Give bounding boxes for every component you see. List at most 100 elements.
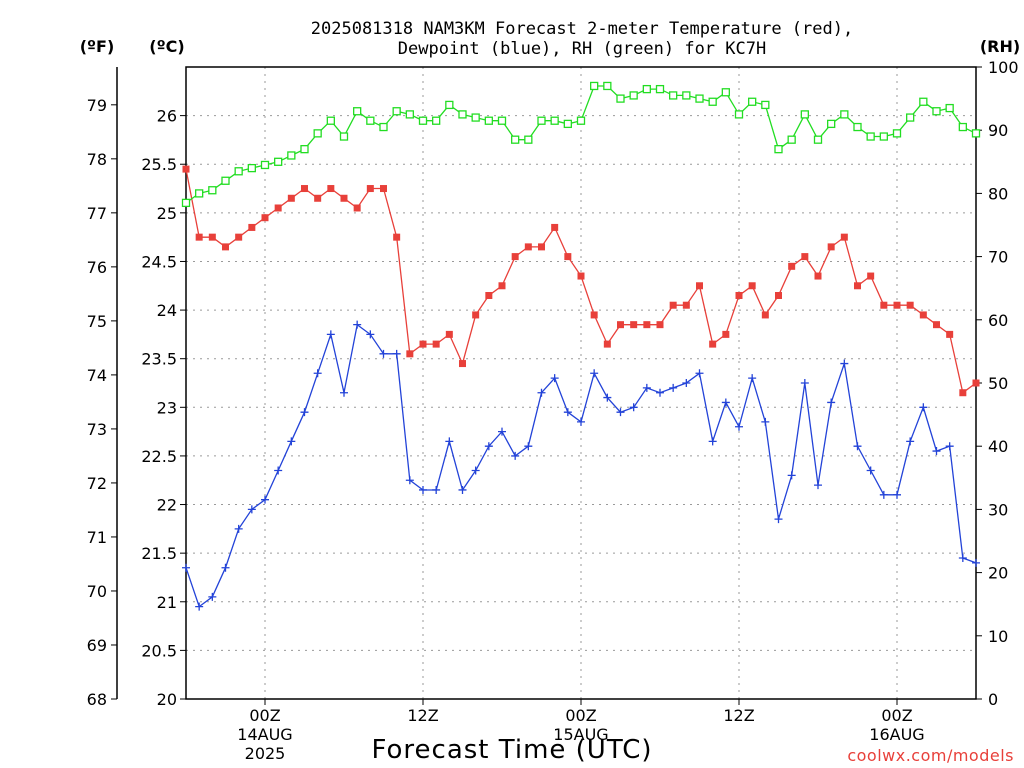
temperature-point xyxy=(893,301,901,309)
temperature-point xyxy=(840,233,848,241)
rh-point xyxy=(971,129,981,138)
temperature-point xyxy=(314,194,322,202)
rh-point xyxy=(418,116,428,125)
dewpoint-point xyxy=(603,393,612,402)
temperature-point xyxy=(551,223,559,231)
rh-point xyxy=(642,84,651,94)
celsius-tick-label: 23 xyxy=(157,398,177,417)
x-tick-date: 15AUG xyxy=(553,725,608,744)
rh-tick-label: 20 xyxy=(988,564,1008,583)
dewpoint-point xyxy=(616,408,625,417)
rh-point xyxy=(800,110,809,119)
rh-point xyxy=(906,113,915,122)
rh-point xyxy=(892,129,902,138)
temperature-point xyxy=(906,301,914,309)
dewpoint-point xyxy=(261,495,269,504)
dewpoint-point xyxy=(840,359,849,368)
dewpoint-point xyxy=(879,490,888,499)
rh-point xyxy=(379,122,388,132)
celsius-tick-label: 21 xyxy=(157,593,177,612)
rh-point xyxy=(695,94,704,103)
rh-point xyxy=(326,116,335,125)
rh-point xyxy=(563,119,572,129)
rh-point xyxy=(576,116,586,125)
fahrenheit-tick-label: 74 xyxy=(87,366,107,385)
temperature-point xyxy=(445,330,453,338)
fahrenheit-tick-label: 68 xyxy=(87,690,107,709)
rh-point xyxy=(813,135,823,144)
rh-unit-label: (RH) xyxy=(980,37,1020,56)
temperature-point xyxy=(380,185,387,193)
dewpoint-point xyxy=(313,369,322,378)
temperature-point xyxy=(933,321,940,329)
rh-tick-label: 30 xyxy=(988,500,1008,519)
dewpoint-point xyxy=(366,330,375,339)
rh-point xyxy=(181,198,191,208)
dewpoint-point xyxy=(814,481,822,490)
temperature-point xyxy=(327,185,335,193)
celsius-tick-label: 22.5 xyxy=(141,447,177,466)
source-credit: coolwx.com/models xyxy=(847,746,1014,765)
x-tick-label: 12Z xyxy=(407,706,438,725)
temperature-point xyxy=(722,330,730,338)
temperature-point xyxy=(577,272,585,280)
rh-point xyxy=(497,116,507,125)
rh-series xyxy=(181,81,981,208)
rh-tick-label: 50 xyxy=(988,374,1008,393)
rh-point xyxy=(787,135,796,144)
temperature-point xyxy=(261,214,269,222)
rh-point xyxy=(484,116,493,125)
rh-point xyxy=(313,129,322,138)
dewpoint-point xyxy=(577,417,585,426)
dewpoint-point xyxy=(340,388,348,397)
dewpoint-point xyxy=(958,554,967,563)
fahrenheit-tick-label: 71 xyxy=(87,528,107,547)
rh-point xyxy=(339,132,349,141)
rh-tick-label: 60 xyxy=(988,311,1008,330)
dewpoint-point xyxy=(445,437,454,446)
dewpoint-point xyxy=(590,369,599,378)
fahrenheit-tick-label: 79 xyxy=(87,96,107,115)
rh-point xyxy=(432,116,441,125)
temperature-point xyxy=(564,253,572,261)
fahrenheit-tick-label: 76 xyxy=(87,258,107,277)
rh-tick-label: 0 xyxy=(988,690,998,709)
celsius-unit-label: (ºC) xyxy=(149,37,184,56)
dewpoint-point xyxy=(247,505,256,514)
dewpoint-point xyxy=(511,451,520,460)
temperature-point xyxy=(682,301,690,309)
x-tick-label: 00Z xyxy=(249,706,280,725)
temperature-point xyxy=(748,282,756,290)
dewpoint-point xyxy=(550,374,559,383)
series-layer xyxy=(181,81,981,611)
rh-point xyxy=(879,132,888,141)
temperature-point xyxy=(432,340,440,348)
temperature-point xyxy=(459,360,466,368)
rh-point xyxy=(471,113,480,122)
rh-point xyxy=(392,107,401,116)
dewpoint-point xyxy=(800,379,809,387)
dewpoint-point xyxy=(484,442,493,451)
dewpoint-point xyxy=(853,442,862,451)
temperature-point xyxy=(788,262,796,270)
fahrenheit-tick-label: 78 xyxy=(87,150,107,169)
rh-point xyxy=(524,135,533,144)
celsius-tick-label: 21.5 xyxy=(141,544,177,563)
dewpoint-point xyxy=(669,383,678,392)
rh-point xyxy=(840,110,849,119)
fahrenheit-tick-label: 70 xyxy=(87,582,107,601)
dewpoint-point xyxy=(972,558,980,567)
temperature-point xyxy=(801,253,809,261)
x-tick-year: 2025 xyxy=(245,744,286,763)
rh-point xyxy=(234,167,243,176)
rh-point xyxy=(247,163,256,173)
rh-point xyxy=(353,107,362,116)
temperature-point xyxy=(669,301,677,309)
dewpoint-series xyxy=(182,320,980,611)
fahrenheit-tick-label: 77 xyxy=(87,204,107,223)
dewpoint-point xyxy=(405,476,414,485)
rh-point xyxy=(958,122,967,132)
rh-point xyxy=(932,107,941,116)
rh-point xyxy=(682,91,691,100)
rh-tick-label: 70 xyxy=(988,248,1008,267)
